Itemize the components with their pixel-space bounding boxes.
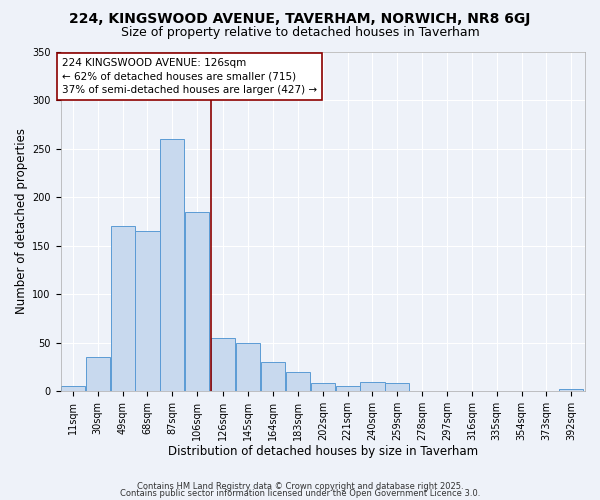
Bar <box>86 358 110 391</box>
Bar <box>286 372 310 391</box>
Bar <box>185 212 209 391</box>
Bar <box>61 386 85 391</box>
Bar <box>136 231 160 391</box>
Bar <box>311 384 335 391</box>
Bar <box>211 338 235 391</box>
Bar <box>361 382 385 391</box>
Bar <box>385 384 409 391</box>
Text: Size of property relative to detached houses in Taverham: Size of property relative to detached ho… <box>121 26 479 39</box>
X-axis label: Distribution of detached houses by size in Taverham: Distribution of detached houses by size … <box>167 444 478 458</box>
Text: 224 KINGSWOOD AVENUE: 126sqm
← 62% of detached houses are smaller (715)
37% of s: 224 KINGSWOOD AVENUE: 126sqm ← 62% of de… <box>62 58 317 94</box>
Text: 224, KINGSWOOD AVENUE, TAVERHAM, NORWICH, NR8 6GJ: 224, KINGSWOOD AVENUE, TAVERHAM, NORWICH… <box>70 12 530 26</box>
Bar <box>160 139 184 391</box>
Text: Contains public sector information licensed under the Open Government Licence 3.: Contains public sector information licen… <box>120 488 480 498</box>
Y-axis label: Number of detached properties: Number of detached properties <box>15 128 28 314</box>
Bar <box>261 362 285 391</box>
Bar <box>236 342 260 391</box>
Bar <box>110 226 135 391</box>
Bar <box>335 386 360 391</box>
Bar <box>559 390 583 391</box>
Text: Contains HM Land Registry data © Crown copyright and database right 2025.: Contains HM Land Registry data © Crown c… <box>137 482 463 491</box>
